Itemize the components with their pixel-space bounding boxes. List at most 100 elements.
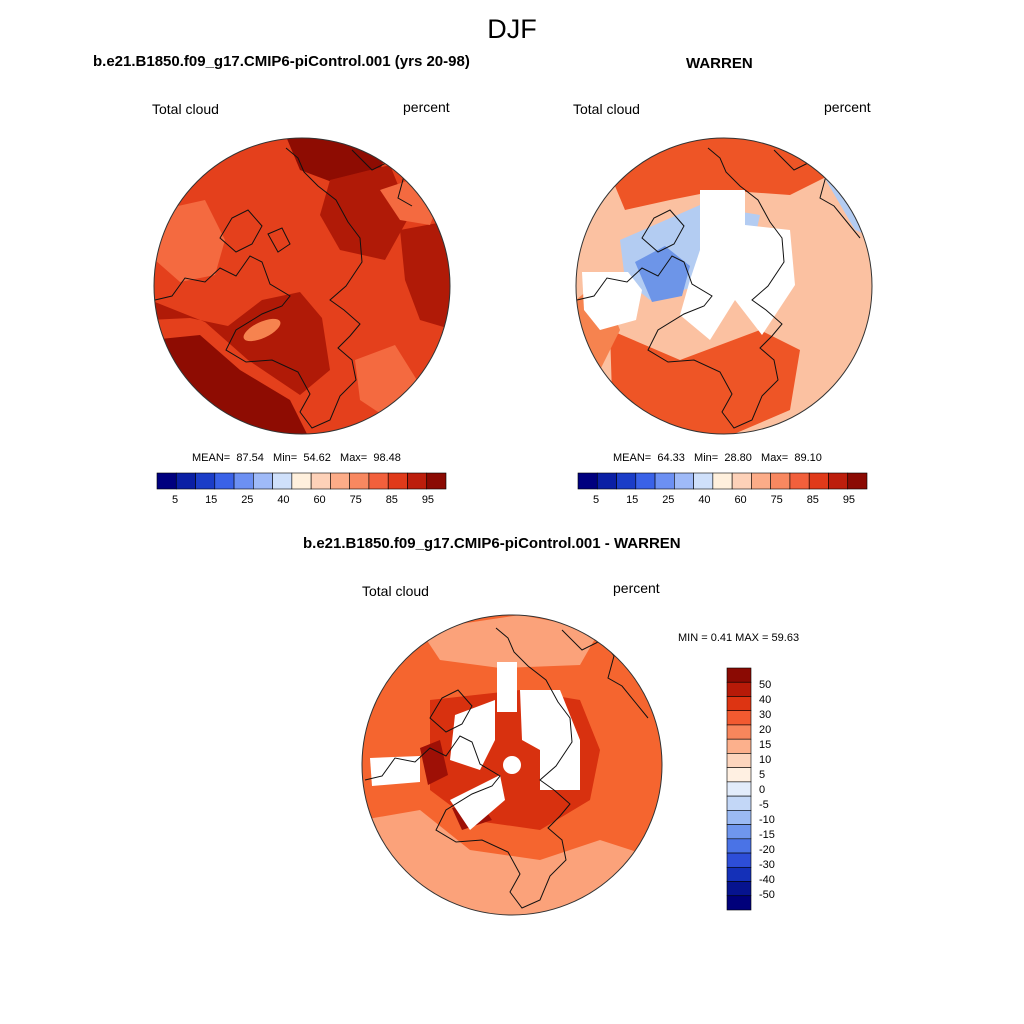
colorbar-tick-label: 95: [422, 494, 434, 506]
colorbar-tick-label: 30: [759, 709, 771, 721]
colorbar-tick-label: 95: [843, 494, 855, 506]
season-title: DJF: [487, 14, 537, 44]
map2-warm-south: [610, 330, 800, 434]
colorbar-tick-label: 25: [241, 494, 253, 506]
colorbar-tick-label: 20: [759, 724, 771, 736]
map1-light-region: [155, 200, 225, 282]
colorbar-swatch: [175, 472, 196, 490]
panel1-variable-label: Total cloud: [152, 101, 219, 117]
colorbar-swatch: [726, 838, 752, 854]
colorbar-tick-label: 5: [759, 769, 765, 781]
mean-value: 64.33: [657, 452, 685, 464]
colorbar-swatch: [426, 472, 447, 490]
colorbar-swatch: [726, 710, 752, 726]
map3-missing-sector-2: [520, 690, 580, 790]
colorbar-swatch: [726, 681, 752, 697]
colorbar-swatch: [726, 696, 752, 712]
mean-label: MEAN=: [613, 452, 652, 464]
colorbar-swatch: [693, 472, 714, 490]
colorbar-swatch: [310, 472, 331, 490]
map-control: [153, 137, 451, 435]
map2-blue-strong: [635, 246, 690, 302]
colorbar-control: 5 15 25 40 60 75 85 95: [156, 472, 447, 506]
max-value: 98.48: [373, 452, 401, 464]
colorbar-swatch: [726, 753, 752, 768]
panel2-title: WARREN: [686, 55, 753, 72]
map1-greenland-spot: [243, 318, 281, 342]
min-label: Min=: [694, 452, 719, 464]
colorbar-swatch: [789, 472, 810, 490]
map-difference: [361, 614, 663, 916]
colorbar-warren: 5 15 25 40 60 75 85 95: [577, 472, 868, 506]
map3-pole-hole: [503, 756, 521, 774]
panel2-stats: MEAN= 64.33 Min= 28.80 Max= 89.10: [613, 452, 822, 464]
map1-dark-east: [400, 220, 450, 330]
colorbar-tick-label: -30: [759, 859, 775, 871]
max-label: Max=: [761, 452, 789, 464]
colorbar-tick-label: 40: [698, 494, 710, 506]
colorbar-tick-label: 5: [172, 494, 178, 506]
colorbar-swatch: [828, 472, 849, 490]
map3-coastline: [364, 627, 649, 909]
colorbar-tick-label: 75: [771, 494, 783, 506]
colorbar-swatch: [349, 472, 370, 490]
min-label: Min=: [273, 452, 298, 464]
colorbar-tick-label: 15: [205, 494, 217, 506]
panel2-variable-label: Total cloud: [573, 101, 640, 117]
colorbar-swatch: [726, 667, 752, 683]
colorbar-swatch: [770, 472, 791, 490]
colorbar-tick-label: 0: [759, 784, 765, 796]
colorbar-tick-label: -5: [759, 799, 769, 811]
colorbar-swatch: [726, 810, 752, 825]
colorbar-swatch: [616, 472, 637, 490]
colorbar-swatch: [291, 472, 312, 490]
colorbar-swatch: [726, 781, 752, 797]
colorbar-swatch: [808, 472, 829, 490]
panel1-stats: MEAN= 87.54 Min= 54.62 Max= 98.48: [192, 452, 401, 464]
colorbar-swatch: [726, 824, 752, 840]
colorbar-tick-label: 60: [734, 494, 746, 506]
colorbar-swatch: [654, 472, 675, 490]
colorbar-swatch: [726, 724, 752, 740]
colorbar-tick-label: 40: [277, 494, 289, 506]
colorbar-tick-label: 40: [759, 694, 771, 706]
colorbar-tick-label: 85: [386, 494, 398, 506]
colorbar-swatch: [726, 852, 752, 868]
colorbar-swatch: [233, 472, 254, 490]
colorbar-swatch: [407, 472, 428, 490]
colorbar-swatch: [577, 472, 598, 490]
map1-dark-region: [154, 292, 330, 395]
colorbar-swatch: [387, 472, 408, 490]
colorbar-tick-label: -15: [759, 829, 775, 841]
colorbar-tick-label: 60: [313, 494, 325, 506]
mean-label: MEAN=: [192, 452, 231, 464]
colorbar-tick-label: 85: [807, 494, 819, 506]
colorbar-swatch: [272, 472, 293, 490]
colorbar-swatch: [156, 472, 177, 490]
colorbar-swatch: [726, 795, 752, 811]
colorbar-tick-label: -40: [759, 874, 775, 886]
colorbar-tick-label: -20: [759, 844, 775, 856]
panel3-title: b.e21.B1850.f09_g17.CMIP6-piControl.001 …: [303, 535, 681, 552]
map2-missing-polar: [680, 190, 795, 340]
colorbar-tick-label: 50: [759, 679, 771, 691]
colorbar-tick-label: -50: [759, 889, 775, 901]
panel3-variable-label: Total cloud: [362, 583, 429, 599]
colorbar-tick-label: 25: [662, 494, 674, 506]
panel3-units-label: percent: [613, 580, 660, 596]
panel3-min-max: MIN = 0.41 MAX = 59.63: [678, 632, 800, 644]
colorbar-swatch: [635, 472, 656, 490]
panel1-units-label: percent: [403, 99, 450, 115]
colorbar-swatch: [596, 472, 617, 490]
panel2-units-label: percent: [824, 99, 871, 115]
map3-missing-sector-3: [450, 700, 495, 770]
colorbar-swatch: [731, 472, 752, 490]
panel1-title: b.e21.B1850.f09_g17.CMIP6-piControl.001 …: [93, 53, 470, 70]
colorbar-swatch: [726, 895, 752, 911]
colorbar-swatch: [726, 881, 752, 897]
map3-missing-sector-4: [370, 756, 420, 786]
mean-value: 87.54: [236, 452, 264, 464]
max-value: 89.10: [794, 452, 822, 464]
